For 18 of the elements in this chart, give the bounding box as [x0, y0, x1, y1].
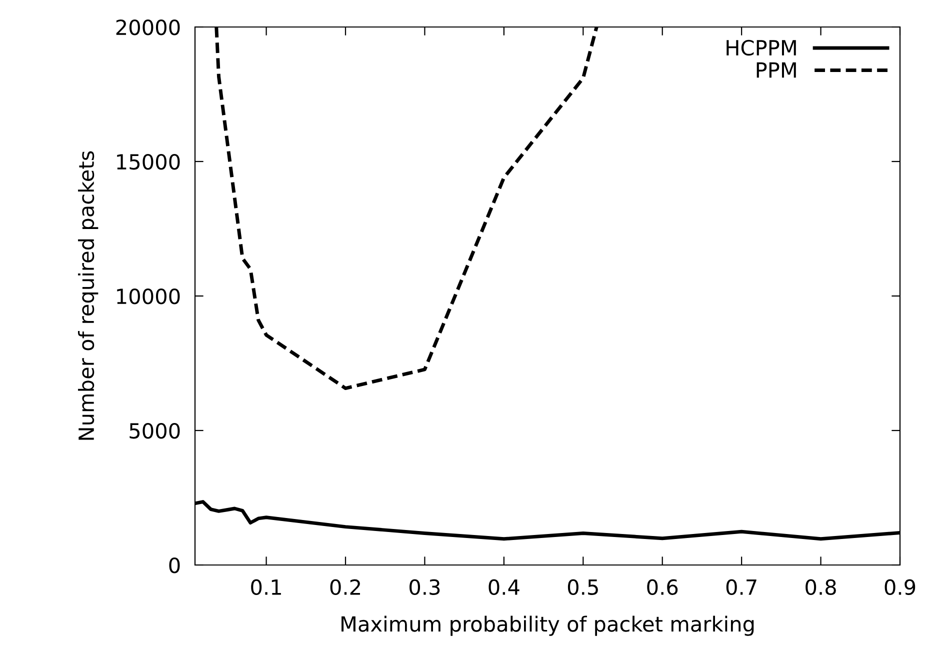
x-tick-label: 0.5: [568, 579, 598, 596]
legend-label: PPM: [756, 62, 796, 78]
y-axis-title: Number of required packets: [78, 151, 98, 440]
x-axis-title: Maximum probability of packet marking: [342, 616, 754, 636]
y-tick-label: 15000: [117, 154, 180, 170]
y-tick-label: 10000: [117, 288, 180, 304]
x-tick-label: 0.3: [410, 579, 440, 596]
y-tick-label: 5000: [130, 422, 180, 439]
y-tick-label: 20000: [116, 19, 180, 36]
x-tick-label: 0.9: [884, 579, 916, 596]
x-tick-label: 0.1: [251, 579, 281, 596]
x-tick-label: 0.8: [806, 579, 836, 596]
x-tick-label: 0.7: [726, 579, 756, 596]
x-tick-label: 0.4: [488, 579, 520, 596]
legend-label: HCPPM: [726, 40, 796, 56]
x-tick-label: 0.6: [647, 579, 678, 596]
x-tick-label: 0.2: [330, 579, 360, 596]
y-tick-label: 0: [169, 557, 180, 574]
